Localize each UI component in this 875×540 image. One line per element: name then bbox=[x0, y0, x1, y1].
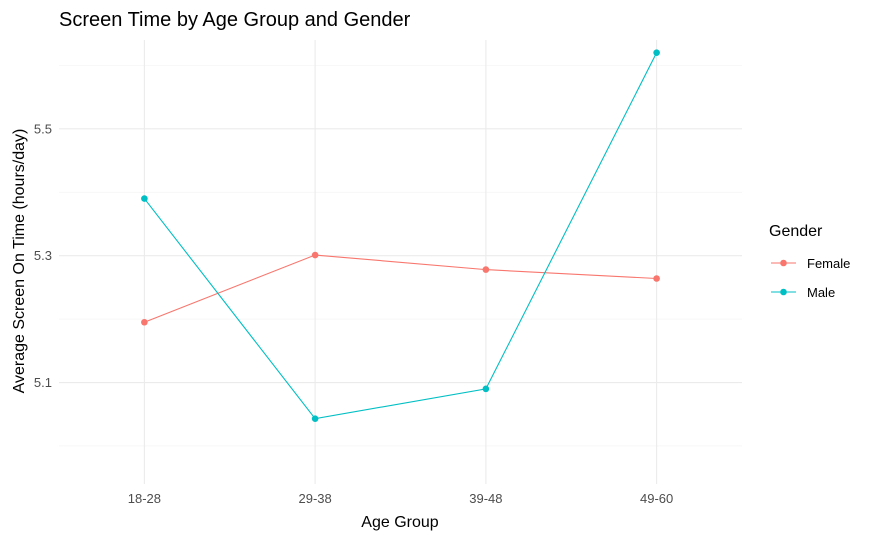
x-tick-label: 49-60 bbox=[640, 491, 673, 506]
data-point-female bbox=[311, 251, 319, 259]
y-tick-label: 5.1 bbox=[34, 375, 52, 390]
legend-label-female: Female bbox=[807, 256, 850, 271]
chart-title: Screen Time by Age Group and Gender bbox=[59, 9, 411, 31]
y-tick-label: 5.3 bbox=[34, 248, 52, 263]
legend-title: Gender bbox=[769, 223, 823, 240]
y-axis-title: Average Screen On Time (hours/day) bbox=[11, 129, 28, 394]
series-layer bbox=[141, 49, 660, 422]
data-point-female bbox=[141, 318, 148, 326]
tick-layer: 5.1 5.3 5.5 18-28 29-38 39-48 49-60 bbox=[34, 121, 673, 506]
data-point-male bbox=[311, 415, 319, 422]
legend-item-male: Male bbox=[771, 285, 835, 300]
data-point-male bbox=[482, 385, 490, 393]
minor-grid bbox=[59, 65, 742, 447]
x-axis-title: Age Group bbox=[361, 514, 438, 531]
data-point-male bbox=[141, 195, 148, 202]
x-tick-label: 39-48 bbox=[469, 491, 502, 506]
legend-key-point-female bbox=[780, 259, 787, 267]
series-line-female bbox=[144, 254, 657, 323]
x-tick-label: 18-28 bbox=[128, 491, 161, 506]
data-point-female bbox=[482, 266, 490, 273]
major-grid bbox=[59, 40, 742, 484]
data-point-female bbox=[653, 275, 660, 282]
legend-item-female: Female bbox=[771, 256, 850, 271]
legend-key-point-male bbox=[780, 288, 787, 296]
series-line-male bbox=[143, 52, 658, 420]
x-tick-label: 29-38 bbox=[299, 491, 332, 506]
legend: Gender Female Male bbox=[769, 223, 850, 300]
y-tick-label: 5.5 bbox=[34, 121, 52, 136]
data-point-male bbox=[653, 49, 660, 56]
legend-label-male: Male bbox=[807, 285, 835, 300]
